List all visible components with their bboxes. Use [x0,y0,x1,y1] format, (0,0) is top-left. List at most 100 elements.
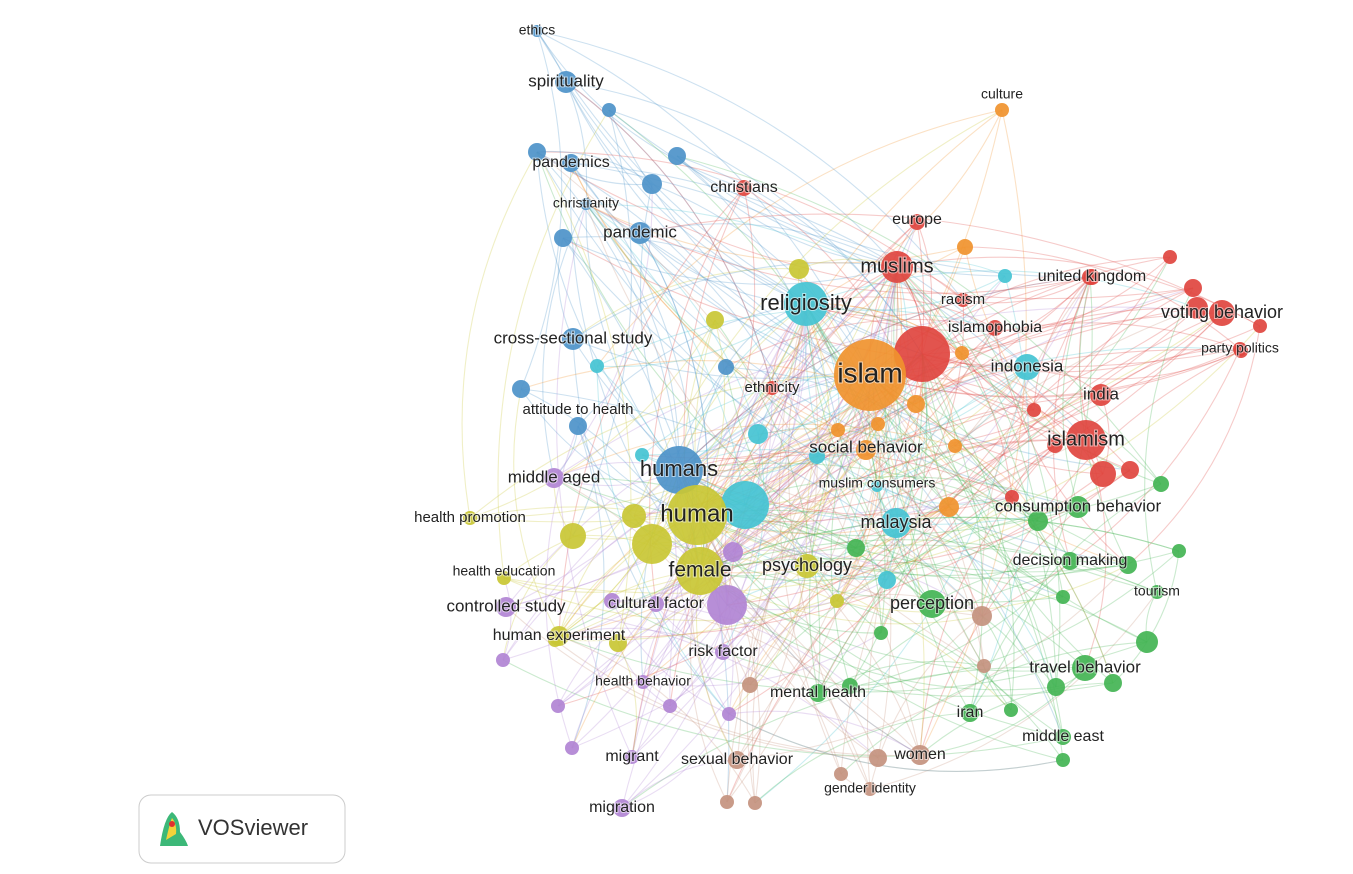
node [565,741,579,755]
node[interactable] [676,547,724,595]
node[interactable] [1084,269,1100,285]
logo[interactable]: VOSviewer [138,794,346,864]
logo-box[interactable] [138,794,346,864]
node [957,239,973,255]
node [551,699,565,713]
node[interactable] [648,596,664,612]
node [847,539,865,557]
edge [536,151,680,471]
node [998,269,1012,283]
node[interactable] [1072,655,1098,681]
node[interactable] [555,71,577,93]
node[interactable] [765,381,779,395]
node [720,795,734,809]
node[interactable] [1233,342,1247,356]
node[interactable] [625,750,639,764]
node-label: migration [589,799,655,816]
node[interactable] [881,508,911,538]
edge [640,366,727,683]
edge [962,276,1091,304]
node[interactable] [1150,585,1164,599]
node[interactable] [531,25,543,37]
node-label: india [1083,384,1119,403]
node[interactable] [736,180,752,196]
edge [964,246,1241,350]
edge [836,593,983,617]
node[interactable] [562,154,580,172]
edge [725,366,882,634]
edge [836,600,1064,761]
node[interactable] [834,339,906,411]
edge [520,388,983,617]
node[interactable] [1090,384,1112,406]
edge [596,109,1003,367]
edge [676,155,1162,485]
node[interactable] [667,485,727,545]
node[interactable] [655,446,703,494]
edge [736,266,898,761]
edge [565,81,898,268]
node[interactable] [909,214,925,230]
node-label: travel behavior [1029,657,1141,676]
node[interactable] [987,320,1003,336]
node[interactable] [636,675,650,689]
node[interactable] [863,782,877,796]
edge [805,303,878,487]
node[interactable] [918,590,946,618]
edge [565,81,871,376]
node[interactable] [629,222,651,244]
node [977,659,991,673]
edge [869,348,1241,398]
node[interactable] [1067,496,1089,518]
node [602,103,616,117]
node [831,423,845,437]
node[interactable] [881,251,913,283]
edge [836,275,1006,602]
node[interactable] [784,282,828,326]
node[interactable] [809,684,827,702]
node[interactable] [496,597,516,617]
node[interactable] [728,751,746,769]
node[interactable] [1014,354,1040,380]
node[interactable] [956,293,970,307]
node[interactable] [910,745,930,765]
edge [585,203,1158,593]
edge [565,81,923,355]
node-label: pandemic [603,222,677,241]
node[interactable] [463,511,477,525]
node[interactable] [580,198,592,210]
edge [757,266,898,435]
node[interactable] [871,480,883,492]
edge [728,713,1064,773]
node-label: health education [453,563,556,579]
node[interactable] [715,644,731,660]
node[interactable] [795,554,819,578]
edge [611,600,851,687]
node[interactable] [856,440,876,460]
edge [502,429,839,661]
node[interactable] [497,571,511,585]
node[interactable] [1209,300,1235,326]
edge [981,348,1241,617]
node[interactable] [1055,729,1071,745]
edge [572,262,898,340]
edge [981,350,1242,617]
node[interactable] [1061,552,1079,570]
edge [505,275,1006,608]
node[interactable] [562,328,584,350]
edge [817,312,1223,694]
edge [919,667,1086,756]
edge [1112,550,1180,684]
node[interactable] [995,103,1009,117]
node[interactable] [549,626,569,646]
edge [553,423,956,479]
node[interactable] [613,799,631,817]
node[interactable] [544,468,564,488]
edge [724,303,807,606]
node[interactable] [961,704,979,722]
node[interactable] [1066,420,1106,460]
edge [558,469,680,637]
node[interactable] [569,417,587,435]
edge [849,353,928,687]
